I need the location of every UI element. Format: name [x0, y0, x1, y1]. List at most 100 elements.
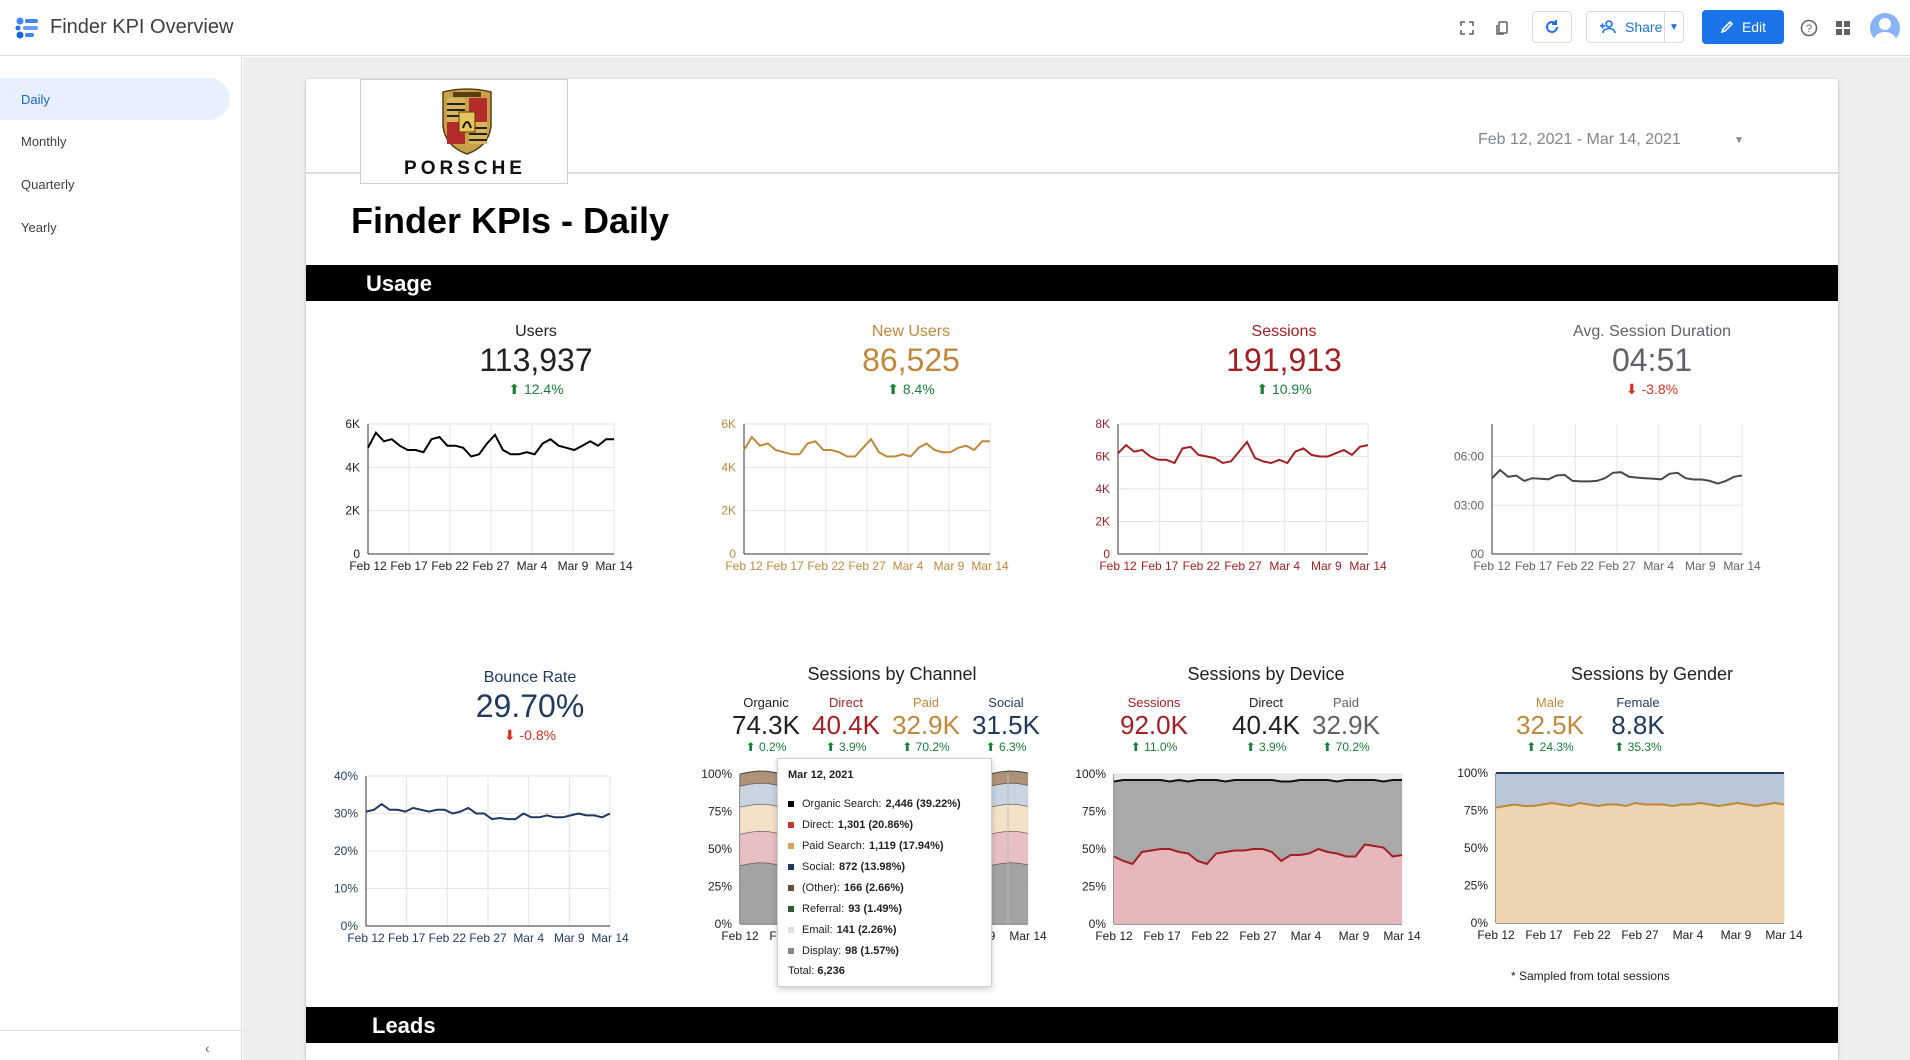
- y-tick-label: 25%: [1082, 880, 1106, 894]
- nav-page-monthly[interactable]: Monthly: [0, 120, 230, 162]
- fullscreen-icon[interactable]: [1453, 14, 1481, 42]
- sampled-note: * Sampled from total sessions: [1511, 969, 1670, 983]
- data-studio-logo-icon[interactable]: [14, 15, 40, 41]
- channel-kpi-paid: Paid 32.9K ⬆ 70.2%: [886, 695, 966, 754]
- x-tick-label: Mar 4: [513, 931, 544, 945]
- x-tick-label: Feb 12: [347, 931, 385, 945]
- y-tick-label: 4K: [721, 460, 736, 474]
- help-icon[interactable]: ?: [1795, 14, 1823, 42]
- svg-text:PORSCHE: PORSCHE: [404, 158, 526, 176]
- x-tick-label: Feb 17: [1515, 559, 1553, 573]
- mini-kpi-value: 32.5K: [1510, 710, 1590, 740]
- mini-kpi-delta: ⬆ 3.9%: [806, 740, 886, 754]
- mini-kpi-value: 32.9K: [886, 710, 966, 740]
- x-tick-label: Feb 17: [766, 559, 804, 573]
- nav-page-daily[interactable]: Daily: [0, 78, 230, 120]
- account-avatar[interactable]: [1870, 13, 1900, 43]
- chart-tooltip: Mar 12, 2021 Organic Search: 2,446 (39.2…: [777, 758, 992, 987]
- collapse-sidebar-icon[interactable]: ‹: [205, 1040, 210, 1056]
- device-kpi-sessions: Sessions 92.0K ⬆ 11.0%: [1114, 695, 1194, 754]
- legend-swatch: [788, 843, 794, 849]
- share-dropdown-icon[interactable]: ▼: [1665, 22, 1683, 33]
- scorecard-new-users: New Users 86,525 ⬆ 8.4%: [821, 323, 1001, 398]
- svg-text:?: ?: [1806, 23, 1812, 35]
- x-tick-label: Feb 27: [1239, 929, 1277, 943]
- area-lower-band: [1114, 845, 1402, 925]
- y-tick-label: 0: [1103, 547, 1110, 561]
- x-tick-label: Mar 9: [558, 559, 589, 573]
- date-range-dropdown-icon[interactable]: ▼: [1734, 135, 1744, 146]
- y-tick-label: 20%: [334, 844, 358, 858]
- date-range-control[interactable]: Feb 12, 2021 - Mar 14, 2021: [1478, 131, 1681, 149]
- legend-swatch: [788, 822, 794, 828]
- scorecard-value: 86,525: [821, 341, 1001, 379]
- new-users-line-chart[interactable]: Feb 12 Feb 17 Feb 22 Feb 27 Mar 4 Mar 9 Mar 14…: [704, 409, 1074, 589]
- tooltip-series-name: Social:: [802, 861, 835, 873]
- pencil-icon: [1720, 20, 1734, 34]
- porsche-crest-icon: [439, 88, 495, 156]
- y-tick-label: 0%: [1471, 916, 1489, 930]
- y-tick-label: 8K: [1095, 417, 1110, 431]
- nav-page-quarterly[interactable]: Quarterly: [0, 163, 230, 205]
- arrow-up-icon: ⬆: [887, 381, 903, 397]
- avg-duration-line-chart[interactable]: Feb 12 Feb 17 Feb 22 Feb 27 Mar 4 Mar 9 Mar 14…: [1452, 409, 1832, 589]
- gender-stacked-area-chart[interactable]: Feb 12 Feb 17 Feb 22 Feb 27 Mar 4 Mar 9 Mar 14…: [1448, 755, 1828, 949]
- x-tick-label: Feb 27: [848, 559, 886, 573]
- copy-report-icon[interactable]: [1488, 14, 1516, 42]
- apps-grid-icon[interactable]: [1829, 14, 1857, 42]
- nav-label: Monthly: [21, 134, 67, 149]
- x-tick-label: Feb 22: [1191, 929, 1229, 943]
- tooltip-row: Referral: 93 (1.49%): [788, 898, 981, 919]
- sidebar-divider: [0, 1030, 242, 1031]
- y-tick-label: 40%: [334, 769, 358, 783]
- device-kpi-paid: Paid 32.9K ⬆ 70.2%: [1306, 695, 1386, 754]
- tooltip-row: (Other): 166 (2.66%): [788, 877, 981, 898]
- mini-kpi-delta: ⬆ 35.3%: [1598, 740, 1678, 754]
- scorecard-value: 191,913: [1194, 341, 1374, 379]
- tooltip-series-name: Direct:: [802, 819, 834, 831]
- scorecard-label: Users: [446, 323, 626, 341]
- edit-button[interactable]: Edit: [1702, 10, 1784, 44]
- x-tick-label: Feb 12: [1095, 929, 1133, 943]
- y-tick-label: 100%: [1075, 767, 1106, 781]
- device-stacked-area-chart[interactable]: Feb 12 Feb 17 Feb 22 Feb 27 Mar 4 Mar 9 Mar 14…: [1070, 759, 1440, 949]
- x-tick-label: Feb 17: [390, 559, 428, 573]
- x-tick-label: Feb 17: [388, 931, 426, 945]
- sessions-line-chart[interactable]: Feb 12 Feb 17 Feb 22 Feb 27 Mar 4 Mar 9 Mar 14…: [1078, 409, 1448, 589]
- bounce-rate-line-chart[interactable]: Feb 12 Feb 17 Feb 22 Feb 27 Mar 4 Mar 9 Mar 14…: [318, 759, 688, 949]
- y-tick-label: 6K: [345, 417, 360, 431]
- x-tick-label: Feb 22: [1573, 928, 1611, 942]
- tooltip-series-name: Paid Search:: [802, 840, 865, 852]
- channel-kpi-direct: Direct 40.4K ⬆ 3.9%: [806, 695, 886, 754]
- tooltip-series-value: 93 (1.49%): [848, 903, 902, 915]
- gender-chart-title: Sessions by Gender: [1512, 664, 1792, 685]
- share-label: Share: [1625, 19, 1662, 35]
- y-tick-label: 2K: [1095, 515, 1110, 529]
- x-tick-label: Mar 4: [1291, 929, 1322, 943]
- top-bar: Finder KPI Overview Share ▼ Edit ?: [0, 0, 1910, 56]
- refresh-button[interactable]: [1532, 11, 1572, 43]
- nav-page-yearly[interactable]: Yearly: [0, 206, 230, 248]
- x-tick-label: Feb 22: [807, 559, 845, 573]
- device-kpi-direct: Direct 40.4K ⬆ 3.9%: [1226, 695, 1306, 754]
- mini-kpi-delta: ⬆ 24.3%: [1510, 740, 1590, 754]
- users-line-chart[interactable]: Feb 12 Feb 17 Feb 22 Feb 27 Mar 4 Mar 9 Mar 14…: [328, 409, 698, 589]
- x-tick-label: Mar 9: [934, 559, 965, 573]
- nav-label: Yearly: [21, 220, 57, 235]
- x-tick-label: Feb 17: [1143, 929, 1181, 943]
- share-button[interactable]: Share ▼: [1586, 11, 1684, 43]
- mini-kpi-delta: ⬆ 6.3%: [966, 740, 1046, 754]
- device-chart-title: Sessions by Device: [1126, 664, 1406, 685]
- report-page: PORSCHE Feb 12, 2021 - Mar 14, 2021 ▼ Fi…: [306, 79, 1838, 1060]
- tooltip-series-value: 1,301 (20.86%): [838, 819, 913, 831]
- x-tick-label: Feb 12: [721, 929, 759, 943]
- section-title: Usage: [366, 271, 432, 297]
- x-tick-label: Feb 12: [1473, 559, 1511, 573]
- y-tick-label: 00: [1471, 547, 1485, 561]
- page-title: Finder KPIs - Daily: [351, 200, 669, 242]
- mini-kpi-label: Organic: [726, 695, 806, 710]
- report-title-header[interactable]: Finder KPI Overview: [50, 16, 233, 39]
- y-tick-label: 0%: [1089, 917, 1107, 931]
- tooltip-total: Total: 6,236: [788, 965, 981, 977]
- legend-swatch: [788, 906, 794, 912]
